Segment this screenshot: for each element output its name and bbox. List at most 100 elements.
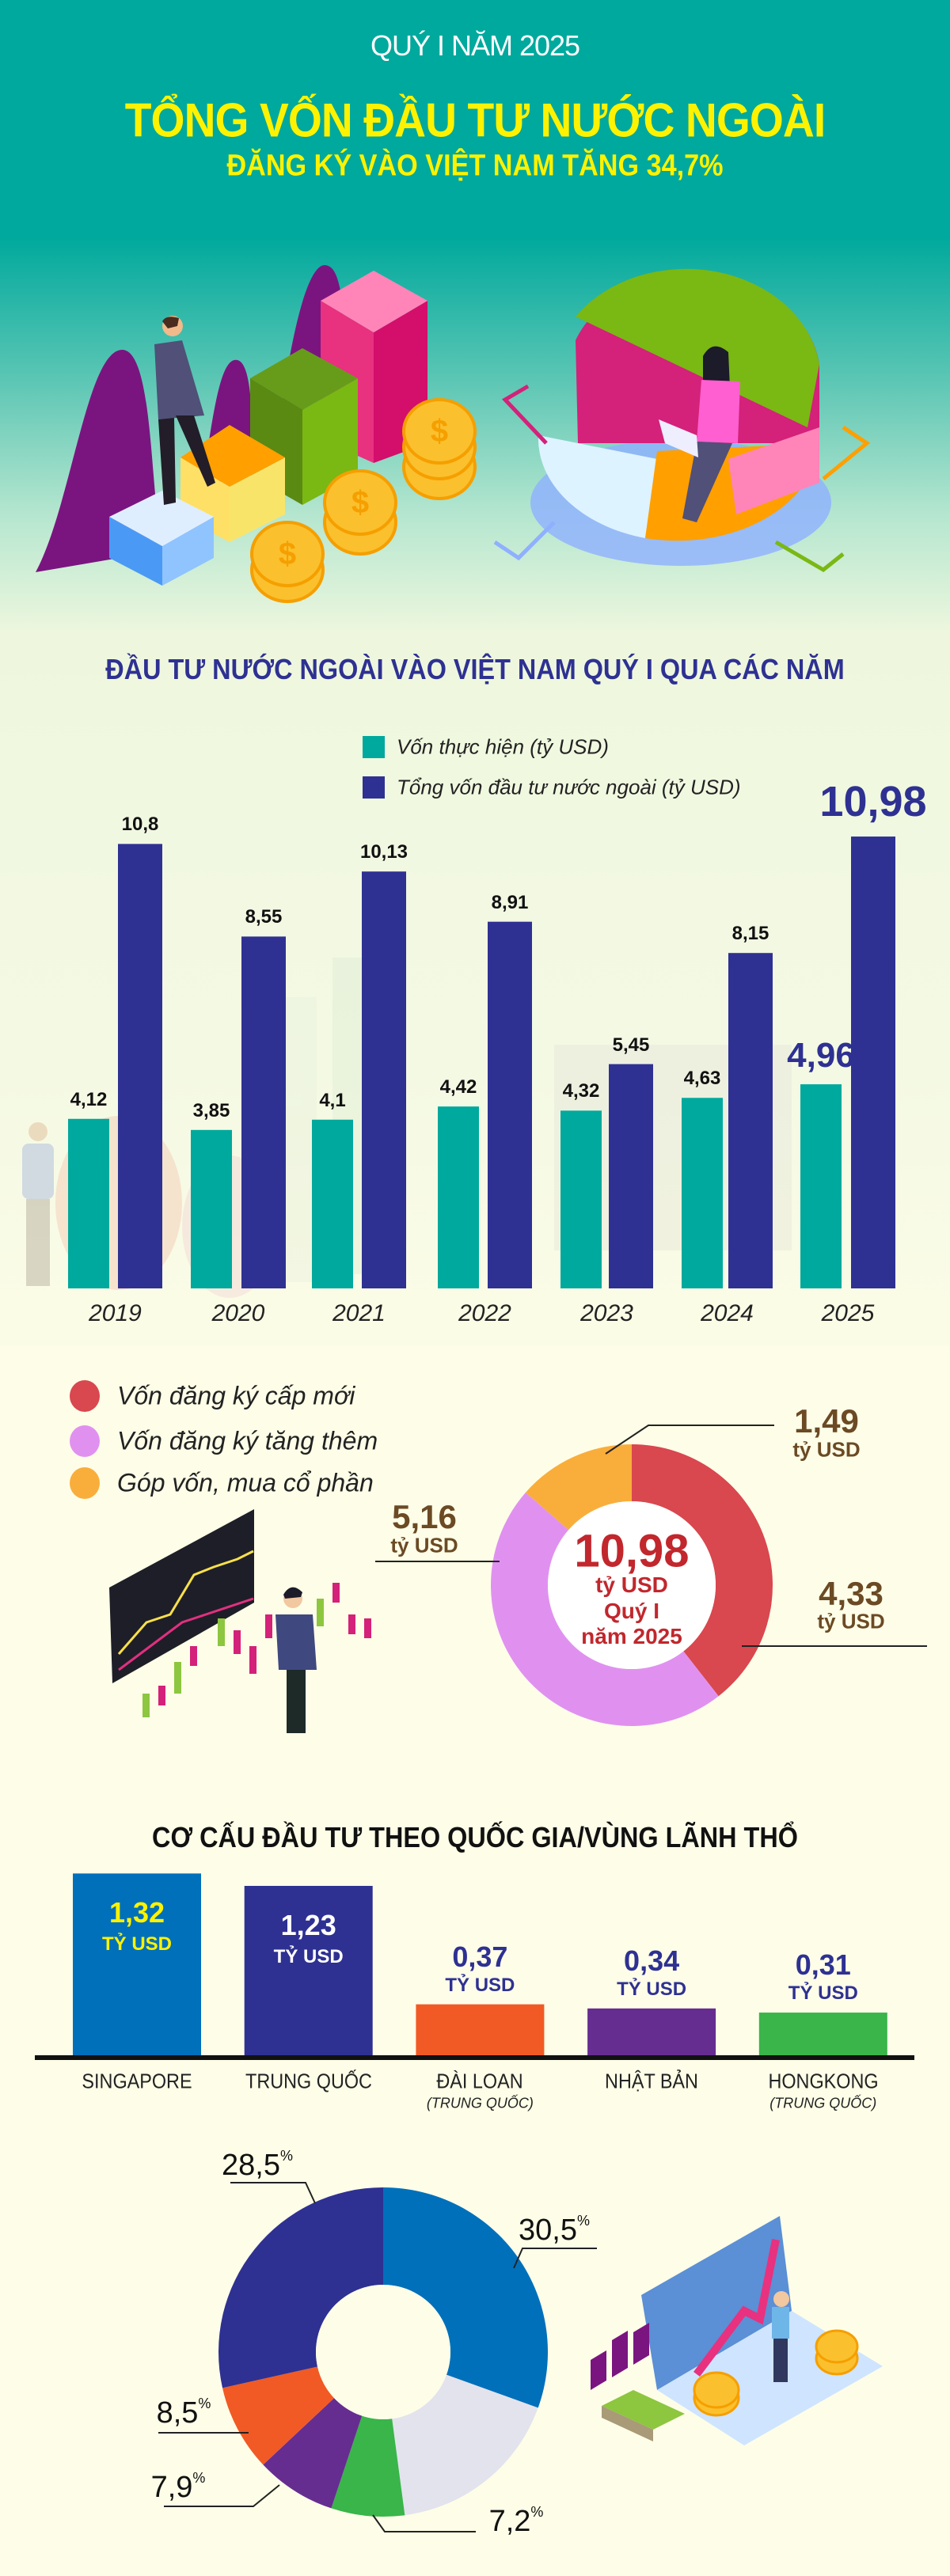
donut-slice-2 (331, 2415, 405, 2517)
bar-von-thuc-hien-2022 (438, 1106, 479, 1288)
bar-tong-von-2023 (609, 1064, 653, 1288)
legend-swatch-tong-von (363, 776, 385, 799)
bar-value-label: 0,31 (795, 1948, 851, 1982)
laptop-screen-icon (641, 2216, 792, 2390)
bar-unit-label: TỶ USD (273, 1945, 344, 1967)
bar-unit-label: TỶ USD (617, 1978, 687, 2000)
percent-sign: % (198, 2396, 211, 2411)
header-illustration: $ $ $ (36, 265, 871, 603)
legend-dot-gop-von (70, 1467, 100, 1499)
coin-stack-icon (250, 398, 477, 603)
x-tick-label: 2020 (211, 1300, 265, 1326)
x-tick-label: 2024 (701, 1300, 754, 1326)
slice-value-tang-them: 5,16 (392, 1498, 457, 1535)
percent-sign: % (530, 2504, 544, 2520)
bar-value-label: 1,32 (108, 1896, 165, 1929)
chart3-title: CƠ CẤU ĐẦU TƯ THEO QUỐC GIA/VÙNG LÃNH TH… (152, 1821, 798, 1853)
donut-slice-0 (632, 1444, 773, 1697)
chart1-title: ĐẦU TƯ NƯỚC NGOÀI VÀO VIỆT NAM QUÝ I QUA… (105, 653, 845, 685)
x-tick-label: 2023 (580, 1300, 633, 1326)
data-label-tong-von: 10,13 (359, 841, 408, 863)
donut-center-period: Quý I (603, 1599, 660, 1623)
x-tick-label: 2021 (332, 1300, 386, 1326)
country-label: ĐÀI LOAN (436, 2069, 524, 2093)
leader-line (513, 2248, 597, 2269)
svg-text:$: $ (279, 537, 296, 571)
data-label-von-thuc-hien: 3,85 (192, 1099, 230, 1121)
data-label-tong-von: 10,8 (121, 814, 159, 836)
slice-percent-label: 7,2% (489, 2504, 544, 2539)
slice-unit-tang-them: tỷ USD (390, 1533, 458, 1557)
stock-line-icon (117, 1550, 254, 1655)
legend-label-tang-them: Vốn đăng ký tăng thêm (117, 1426, 378, 1455)
bar-tong-von-2020 (241, 936, 286, 1288)
woman-laptop-icon (659, 346, 740, 522)
svg-text:$: $ (431, 414, 448, 449)
percent-value: 28,5 (222, 2149, 280, 2182)
country-sublabel: (TRUNG QUỐC) (426, 2095, 534, 2111)
country-label: NHẬT BẢN (605, 2069, 699, 2093)
legend-label-von-thuc-hien: Vốn thực hiện (tỷ USD) (397, 734, 609, 759)
faded-person-icon (22, 1122, 54, 1286)
slice-value-gop-von: 1,49 (794, 1402, 859, 1440)
percent-sign: % (192, 2470, 206, 2486)
x-tick-label: 2019 (89, 1300, 142, 1326)
donut-slice-4 (222, 2366, 335, 2465)
slice-percent-label: 30,5% (519, 2213, 590, 2248)
leader-line (372, 2514, 476, 2532)
coin-stack-icon (693, 2329, 859, 2417)
percent-sign: % (279, 2148, 293, 2164)
donut-slice-2 (525, 1444, 632, 1531)
data-label-tong-von: 5,45 (612, 1034, 650, 1056)
donut-slice-0 (383, 2187, 549, 2408)
legend-dot-tang-them (70, 1425, 100, 1457)
legend-dot-cap-moi (70, 1380, 100, 1412)
donut-slice-5 (218, 2187, 383, 2388)
leader-line (164, 2484, 280, 2507)
data-label-von-thuc-hien: 4,12 (70, 1088, 108, 1110)
country-label: SINGAPORE (82, 2069, 192, 2093)
slice-unit-gop-von: tỷ USD (792, 1437, 861, 1462)
leader-line (605, 1425, 774, 1455)
bar-đài-loan (416, 2004, 545, 2055)
donut-slice-1 (490, 1492, 719, 1727)
donut-slice-3 (263, 2398, 363, 2509)
percent-value: 7,9 (150, 2471, 193, 2504)
candlestick-icon (142, 1583, 371, 1717)
woman-icon (772, 2291, 789, 2382)
blue-cube-icon (109, 491, 214, 586)
percent-value: 30,5 (519, 2214, 577, 2247)
bar-tong-von-2021 (362, 871, 406, 1288)
donut-center-year: năm 2025 (581, 1624, 682, 1648)
percent-value: 7,2 (488, 2505, 531, 2538)
country-label: HONGKONG (768, 2069, 879, 2093)
bar-value-label: 1,23 (280, 1908, 336, 1941)
donut-slice-1 (392, 2374, 538, 2516)
x-tick-label: 2025 (821, 1300, 875, 1326)
slice-unit-cap-moi: tỷ USD (817, 1609, 885, 1633)
businessman-icon (154, 316, 215, 505)
legend-swatch-von-thuc-hien (363, 736, 385, 758)
legend-label-gop-von: Góp vốn, mua cổ phần (117, 1468, 374, 1497)
donut-center-value: 10,98 (574, 1525, 690, 1577)
bar-hongkong (758, 2013, 887, 2055)
bar-value-label: 0,37 (452, 1940, 508, 1973)
percent-value: 8,5 (156, 2396, 199, 2430)
leader-line (230, 2182, 316, 2204)
data-label-von-thuc-hien: 4,32 (562, 1080, 600, 1102)
data-label-tong-von: 8,91 (491, 891, 529, 913)
data-label-von-thuc-hien: 4,96 (787, 1036, 855, 1076)
bar-von-thuc-hien-2025 (800, 1084, 842, 1288)
bar-singapore (73, 1873, 201, 2055)
bar-von-thuc-hien-2019 (68, 1118, 109, 1288)
svg-text:$: $ (352, 485, 369, 520)
businessman-icon (276, 1587, 317, 1733)
page-subtitle: ĐĂNG KÝ VÀO VIỆT NAM TĂNG 34,7% (226, 149, 724, 183)
slice-value-cap-moi: 4,33 (819, 1575, 884, 1612)
